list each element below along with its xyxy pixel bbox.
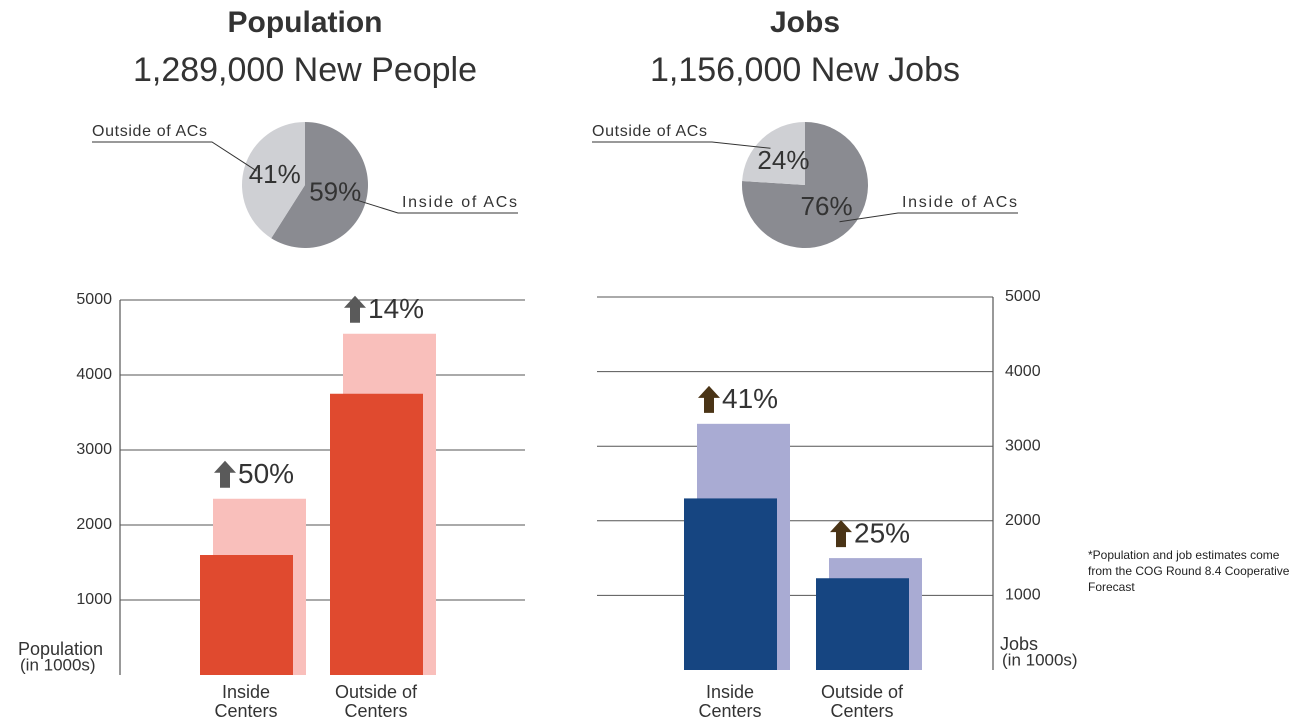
x-tick-label: Inside Centers [698,682,762,721]
pie-slice [271,122,368,248]
slice-value-label: 76% [801,191,853,221]
footnote: *Population and job estimates come from … [1088,548,1290,594]
growth-label: 14% [368,293,424,324]
y-tick-label: 2000 [76,516,112,533]
slice-value-label: 41% [249,159,301,189]
growth-arrow [344,295,366,323]
growth-label: 25% [854,517,910,548]
y-axis-label: Jobs [1000,634,1038,654]
leader-line [592,141,771,149]
slice-category-label: Outside of ACs [592,123,707,140]
bar [200,555,293,675]
leader-line [353,198,518,214]
y-tick-label: 5000 [1005,288,1041,305]
pie-slice [742,122,805,185]
growth-arrow [830,520,852,548]
leader-line [839,212,1018,223]
growth-arrow [214,460,236,488]
y-tick-label: 2000 [1005,512,1041,529]
y-axis-label: (in 1000s) [20,655,96,674]
y-tick-label: 3000 [1005,437,1041,454]
y-axis-label: Population [18,639,103,659]
chart-title: Jobs [770,6,840,39]
pie-slice [241,122,305,239]
x-tick-label: Outside of Centers [334,682,418,721]
x-tick-label: Inside Centers [214,682,278,721]
y-tick-label: 1000 [76,591,112,608]
leader-line [92,141,257,172]
chart-subtitle: 1,156,000 New Jobs [650,51,960,89]
slice-value-label: 24% [757,145,809,175]
y-tick-label: 5000 [76,291,112,308]
chart-subtitle: 1,289,000 New People [133,51,477,89]
y-tick-label: 4000 [1005,363,1041,380]
slice-category-label: Inside of ACs [902,194,1017,211]
bar [330,393,423,675]
bar [816,578,909,670]
growth-arrow [698,385,720,413]
y-axis-label: (in 1000s) [1002,650,1078,669]
slice-category-label: Inside of ACs [402,194,517,211]
chart-title: Population [228,6,383,39]
y-tick-label: 3000 [76,441,112,458]
y-tick-label: 4000 [76,366,112,383]
growth-label: 50% [238,458,294,489]
growth-label: 41% [722,383,778,414]
bar [684,498,777,670]
y-tick-label: 1000 [1005,587,1041,604]
slice-value-label: 59% [309,177,361,207]
x-tick-label: Outside of Centers [820,682,904,721]
slice-category-label: Outside of ACs [92,123,207,140]
